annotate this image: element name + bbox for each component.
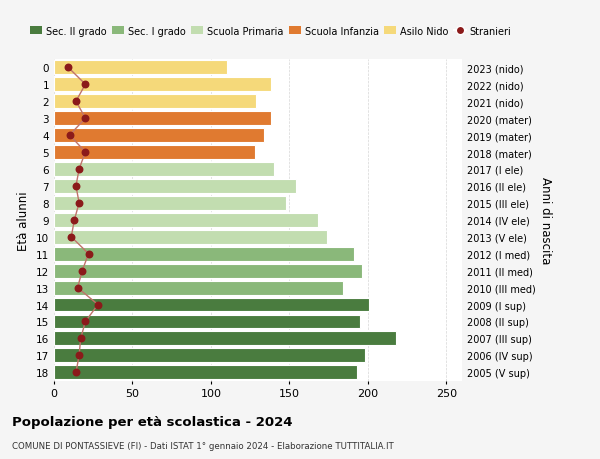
Bar xyxy=(54,230,327,244)
Point xyxy=(80,115,90,123)
Point xyxy=(80,318,90,325)
Bar xyxy=(54,162,274,177)
Point xyxy=(74,166,84,173)
Point xyxy=(64,64,73,72)
Point xyxy=(71,98,81,106)
Bar xyxy=(54,298,370,312)
Point xyxy=(70,217,79,224)
Point xyxy=(84,251,94,258)
Point xyxy=(77,268,87,275)
Bar xyxy=(54,95,256,109)
Bar xyxy=(54,315,360,329)
Bar xyxy=(54,61,227,75)
Bar xyxy=(54,365,357,380)
Bar xyxy=(54,264,362,278)
Point xyxy=(71,183,81,190)
Point xyxy=(73,284,82,291)
Bar xyxy=(54,78,271,92)
Point xyxy=(76,335,85,342)
Point xyxy=(93,301,103,308)
Bar xyxy=(54,213,317,227)
Text: Popolazione per età scolastica - 2024: Popolazione per età scolastica - 2024 xyxy=(12,415,293,428)
Point xyxy=(71,369,81,376)
Bar xyxy=(54,146,255,160)
Y-axis label: Anni di nascita: Anni di nascita xyxy=(539,177,552,264)
Bar xyxy=(54,112,271,126)
Bar xyxy=(54,349,365,363)
Y-axis label: Età alunni: Età alunni xyxy=(17,190,31,250)
Bar xyxy=(54,129,264,143)
Point xyxy=(80,81,90,89)
Bar xyxy=(54,196,286,210)
Point xyxy=(74,352,84,359)
Text: COMUNE DI PONTASSIEVE (FI) - Dati ISTAT 1° gennaio 2024 - Elaborazione TUTTITALI: COMUNE DI PONTASSIEVE (FI) - Dati ISTAT … xyxy=(12,441,394,450)
Bar xyxy=(54,281,343,295)
Point xyxy=(65,132,74,140)
Legend: Sec. II grado, Sec. I grado, Scuola Primaria, Scuola Infanzia, Asilo Nido, Stran: Sec. II grado, Sec. I grado, Scuola Prim… xyxy=(26,23,515,40)
Bar xyxy=(54,179,296,193)
Bar xyxy=(54,332,396,346)
Point xyxy=(74,200,84,207)
Bar xyxy=(54,247,354,261)
Point xyxy=(80,149,90,157)
Point xyxy=(67,234,76,241)
